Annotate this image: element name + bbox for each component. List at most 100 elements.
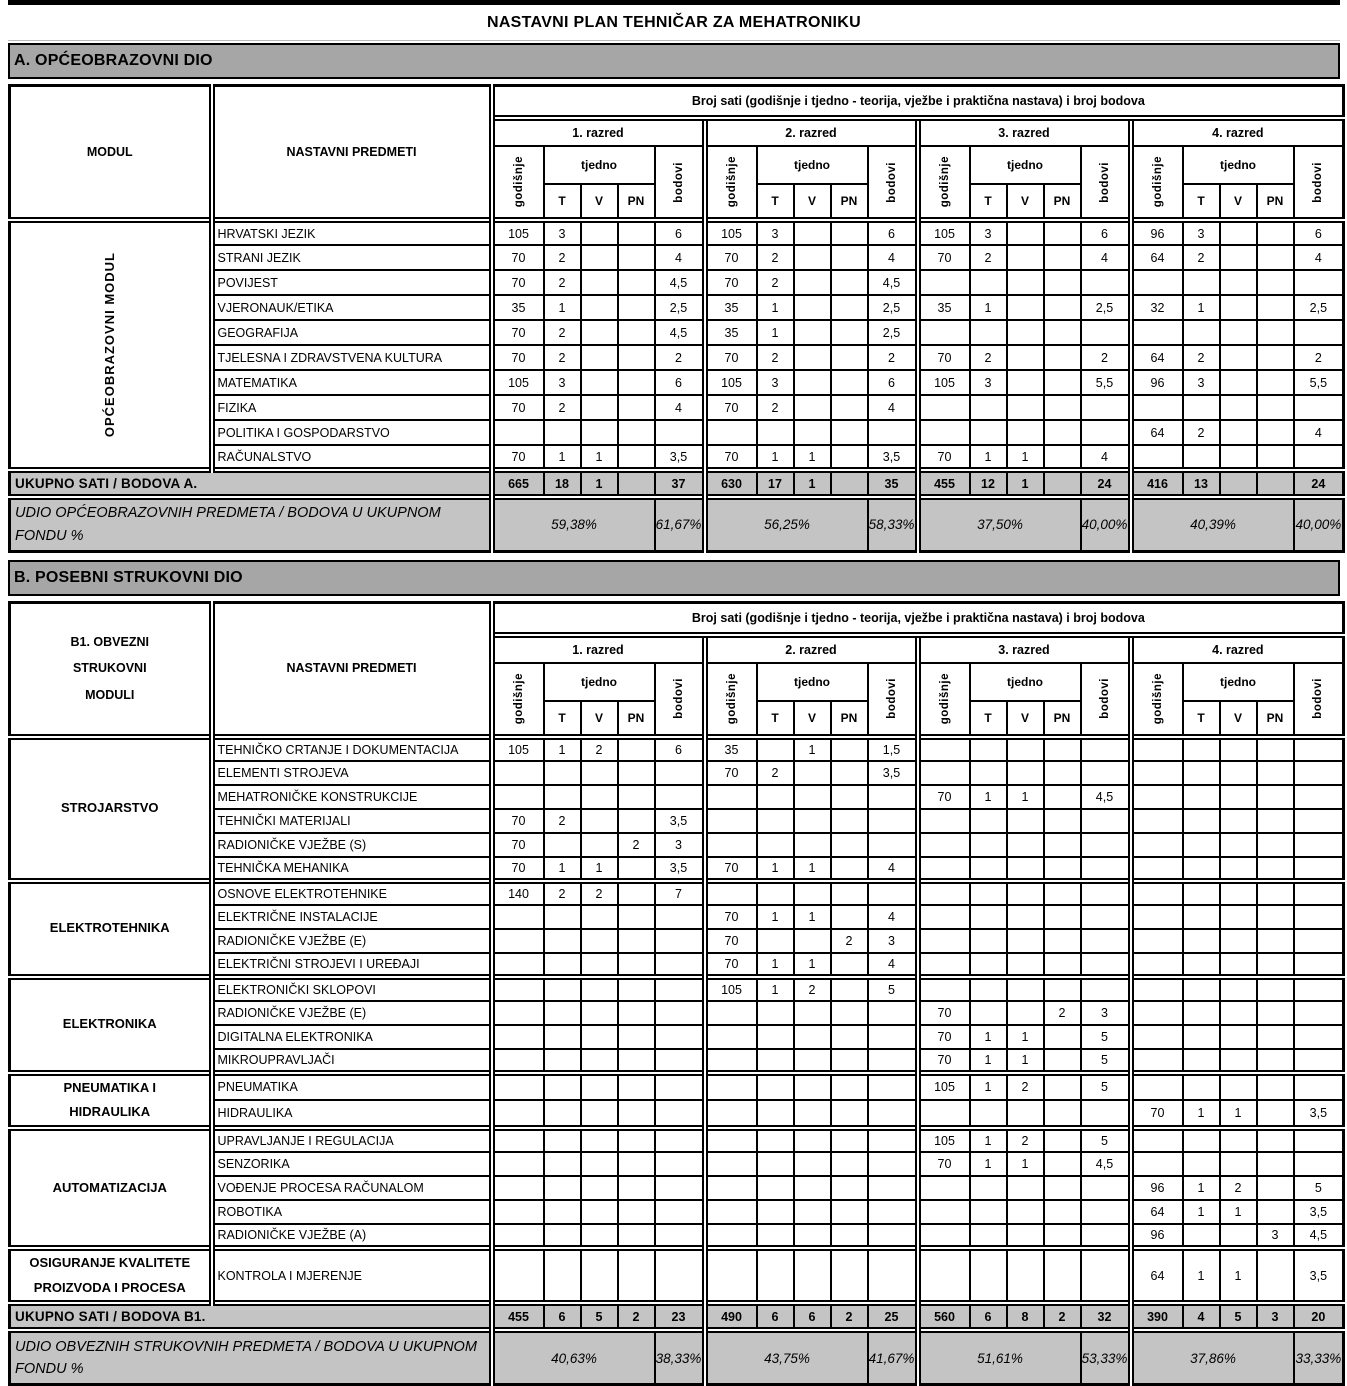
module-col-header: MODUL xyxy=(8,84,213,221)
value-cell xyxy=(1127,903,1184,930)
value-cell xyxy=(1255,217,1295,246)
share-hours-percent: 40,39% xyxy=(1127,494,1295,552)
table-row: HIDRAULIKA 70 1 1 3,5 xyxy=(10,1099,1345,1129)
value-cell: 1 xyxy=(968,783,1008,810)
value-cell xyxy=(1079,951,1132,978)
value-cell xyxy=(829,369,869,396)
value-cell: 5 xyxy=(1079,1023,1132,1050)
value-cell xyxy=(616,1069,656,1102)
table-row: STROJARSTVO TEHNIČKO CRTANJE I DOKUMENTAC… xyxy=(8,733,1345,882)
subject-cell: MIKROUPRAVLJAČI xyxy=(208,1047,493,1074)
vocational-modules-table: B1. OBVEZNI STRUKOVNI MODULI NASTAVNI PREDM… xyxy=(8,600,1346,1386)
value-cell xyxy=(755,1222,795,1249)
subject-cell: MEHATRONIČKE KONSTRUKCIJE xyxy=(208,783,493,810)
value-cell xyxy=(1292,1023,1345,1050)
value-cell xyxy=(866,1244,919,1305)
value-cell xyxy=(1005,1222,1045,1249)
value-cell xyxy=(488,1244,545,1305)
total-value-cell: 490 xyxy=(701,1300,758,1332)
value-cell: 4,5 xyxy=(653,269,706,296)
value-cell xyxy=(1005,294,1045,321)
value-cell: 3,5 xyxy=(1292,1099,1345,1129)
value-cell: 140 xyxy=(488,877,545,906)
subject-cell: VOĐENJE PROCESA RAČUNALOM xyxy=(208,1174,493,1201)
value-cell xyxy=(968,394,1008,421)
subject-cell: GEOGRAFIJA xyxy=(208,319,493,346)
value-cell xyxy=(968,903,1008,930)
value-cell xyxy=(1042,973,1082,1002)
grade-header: 3. razred xyxy=(914,631,1132,664)
value-cell xyxy=(1218,344,1258,371)
value-cell: 2,5 xyxy=(1292,294,1345,321)
value-cell xyxy=(1127,269,1184,296)
value-cell: 70 xyxy=(701,344,758,371)
value-cell xyxy=(792,831,832,858)
value-cell: 70 xyxy=(701,244,758,271)
value-cell xyxy=(1255,1150,1295,1177)
value-cell xyxy=(1042,444,1082,471)
value-cell xyxy=(1181,1069,1221,1102)
value-cell xyxy=(1292,807,1345,834)
value-cell xyxy=(653,1069,706,1102)
share-hours-percent: 43,75% xyxy=(701,1327,869,1386)
value-cell xyxy=(1255,294,1295,321)
value-cell xyxy=(1127,1124,1184,1153)
value-cell: 4,5 xyxy=(866,269,919,296)
value-cell xyxy=(1218,831,1258,858)
value-cell xyxy=(1127,855,1184,882)
value-cell xyxy=(1255,783,1295,810)
value-cell: 70 xyxy=(914,444,971,471)
theory-header: T xyxy=(968,183,1008,221)
value-cell xyxy=(792,1047,832,1074)
subject-cell: ELEKTRONIČKI SKLOPOVI xyxy=(208,973,493,1002)
total-value-cell: 416 xyxy=(1127,467,1184,498)
value-cell xyxy=(701,1174,758,1201)
points-label: bodovi xyxy=(672,678,685,719)
value-cell: 1 xyxy=(755,294,795,321)
value-cell xyxy=(579,419,619,446)
value-cell xyxy=(579,1222,619,1249)
value-cell xyxy=(914,394,971,421)
value-cell: 3 xyxy=(968,217,1008,246)
share-hours-percent: 40,63% xyxy=(488,1327,656,1386)
value-cell xyxy=(579,951,619,978)
value-cell xyxy=(866,807,919,834)
value-cell: 1 xyxy=(1218,1198,1258,1225)
value-cell: 1 xyxy=(1005,1150,1045,1177)
value-cell xyxy=(1079,1222,1132,1249)
value-cell xyxy=(542,1069,582,1102)
value-cell xyxy=(1181,807,1221,834)
value-cell: 2 xyxy=(1292,344,1345,371)
table-row: RADIONIČKE VJEŽBE (S) 70 2 3 xyxy=(10,831,1345,858)
value-cell xyxy=(914,877,971,906)
value-cell xyxy=(829,999,869,1026)
value-cell xyxy=(542,999,582,1026)
value-cell xyxy=(579,807,619,834)
value-cell xyxy=(1255,733,1295,762)
value-cell xyxy=(701,1198,758,1225)
yearly-hours-label: godišnje xyxy=(938,672,951,725)
theory-header: T xyxy=(542,183,582,221)
value-cell xyxy=(579,903,619,930)
value-cell xyxy=(914,951,971,978)
value-cell xyxy=(653,1124,706,1153)
points-header: bodovi xyxy=(866,145,919,221)
yearly-hours-label: godišnje xyxy=(725,156,738,208)
points-header: bodovi xyxy=(1079,145,1132,221)
value-cell: 35 xyxy=(914,294,971,321)
value-cell xyxy=(1079,1244,1132,1305)
value-cell xyxy=(792,1023,832,1050)
value-cell xyxy=(755,783,795,810)
value-cell xyxy=(914,419,971,446)
table-row: RADIONIČKE VJEŽBE (E) 70 2 3 xyxy=(10,927,1345,954)
value-cell xyxy=(792,807,832,834)
value-cell xyxy=(866,783,919,810)
value-cell xyxy=(1255,1099,1295,1129)
value-cell xyxy=(1005,419,1045,446)
points-label: bodovi xyxy=(1312,678,1325,719)
value-cell: 3 xyxy=(755,217,795,246)
value-cell xyxy=(1079,973,1132,1002)
exercises-header: V xyxy=(579,699,619,738)
value-cell xyxy=(1042,903,1082,930)
yearly-hours-label: godišnje xyxy=(1151,156,1164,208)
